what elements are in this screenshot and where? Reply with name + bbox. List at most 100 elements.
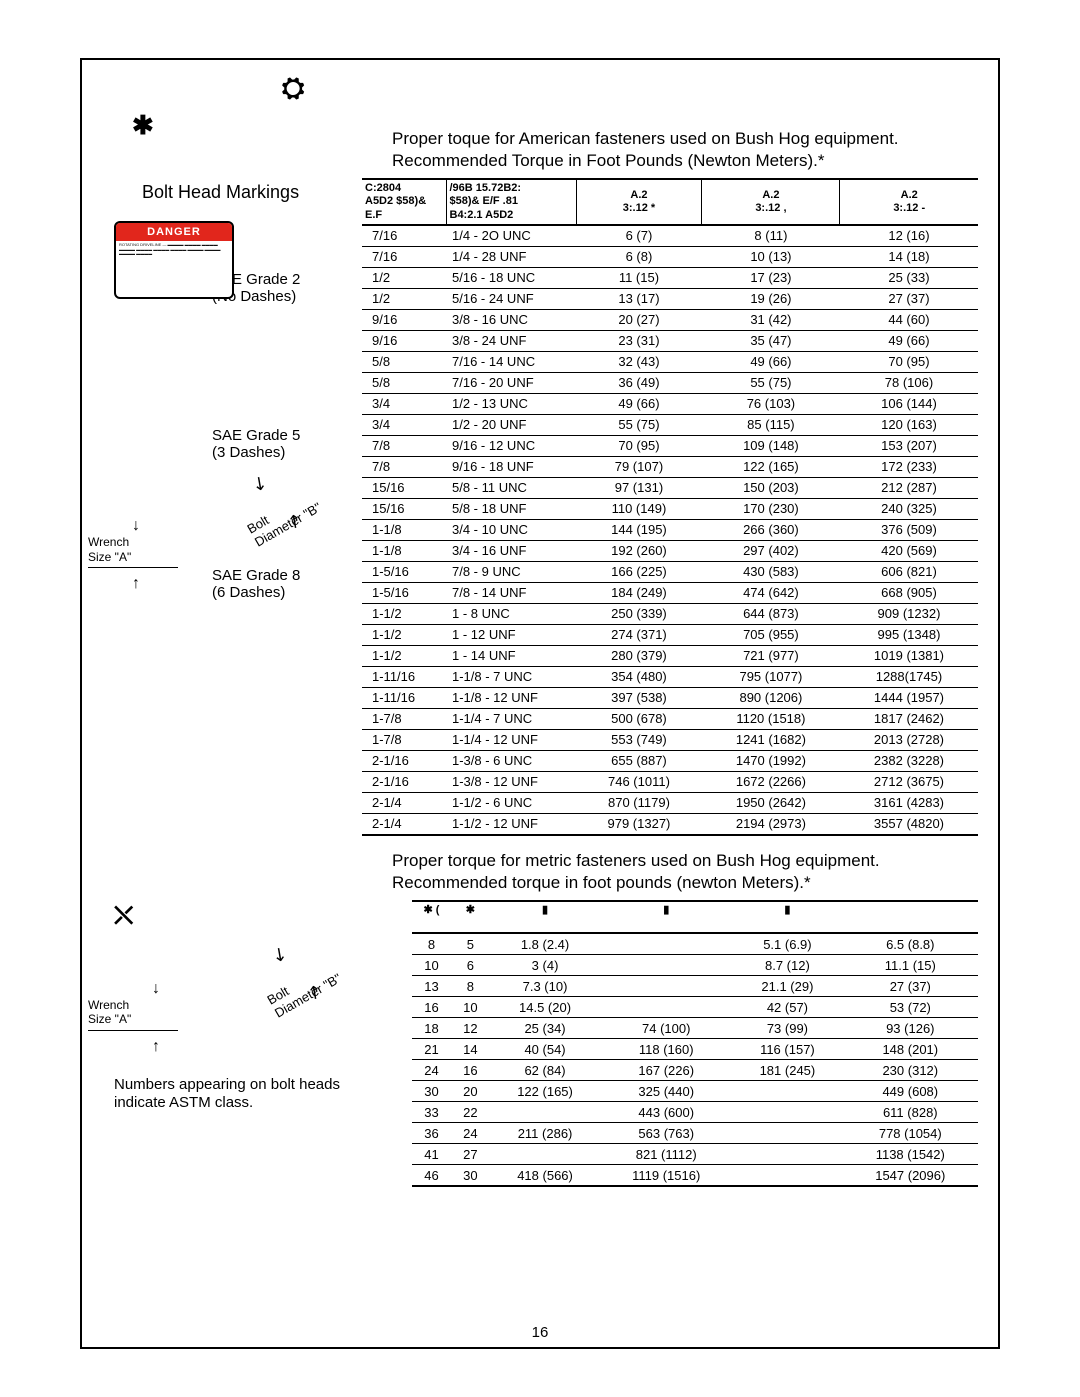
table-row: 1-5/167/8 - 9 UNC166 (225)430 (583)606 (… xyxy=(362,561,978,582)
table-cell: 1 - 12 UNF xyxy=(446,624,576,645)
table-row: 5/87/16 - 20 UNF36 (49)55 (75)78 (106) xyxy=(362,372,978,393)
table-cell: 1119 (1516) xyxy=(600,1165,732,1187)
table-cell: 9/16 - 18 UNF xyxy=(446,456,576,477)
table-cell: 5/16 - 24 UNF xyxy=(446,288,576,309)
table-cell: 746 (1011) xyxy=(576,771,702,792)
table-cell: 7/16 xyxy=(362,246,446,267)
table-cell: 10 (13) xyxy=(702,246,840,267)
table-cell: 24 xyxy=(451,1123,490,1144)
table-cell: 32 (43) xyxy=(576,351,702,372)
table-row: 1-1/83/4 - 16 UNF192 (260)297 (402)420 (… xyxy=(362,540,978,561)
table-row: 2-1/161-3/8 - 6 UNC655 (887)1470 (1992)2… xyxy=(362,750,978,771)
table-cell: 106 (144) xyxy=(840,393,978,414)
table-row: 211440 (54)118 (160)116 (157)148 (201) xyxy=(412,1039,978,1060)
table-cell: 1/4 - 28 UNF xyxy=(446,246,576,267)
table-cell: 49 (66) xyxy=(840,330,978,351)
table-cell: 795 (1077) xyxy=(702,666,840,687)
table-cell: 11 (15) xyxy=(576,267,702,288)
table-cell: 9/16 xyxy=(362,309,446,330)
table-row: 1-5/167/8 - 14 UNF184 (249)474 (642)668 … xyxy=(362,582,978,603)
table-cell: 2712 (3675) xyxy=(840,771,978,792)
table-cell: 3/4 - 16 UNF xyxy=(446,540,576,561)
table-row: 3/41/2 - 20 UNF55 (75)85 (115)120 (163) xyxy=(362,414,978,435)
metric-intro-line1: Proper torque for metric fasteners used … xyxy=(392,850,978,872)
table-cell: 49 (66) xyxy=(702,351,840,372)
g8-line1: SAE Grade 8 xyxy=(212,567,352,584)
table-cell: 1672 (2266) xyxy=(702,771,840,792)
table-cell: 24 xyxy=(412,1060,451,1081)
table-cell: 1-1/4 - 12 UNF xyxy=(446,729,576,750)
table-cell: 644 (873) xyxy=(702,603,840,624)
table-cell: 7/16 - 14 UNC xyxy=(446,351,576,372)
up-arrow-icon: ↑ xyxy=(152,1038,160,1056)
bolt-diagram-top: ↘ ↘ Bolt Diameter "B" ↓ Wrench Size "A" … xyxy=(102,473,352,563)
table-cell: 40 (54) xyxy=(490,1039,600,1060)
table-cell: 14.5 (20) xyxy=(490,997,600,1018)
table-cell: 1241 (1682) xyxy=(702,729,840,750)
table-cell: 474 (642) xyxy=(702,582,840,603)
table-cell: 7/8 xyxy=(362,435,446,456)
th-g2: A.23:.12 * xyxy=(576,179,702,225)
table-cell: 655 (887) xyxy=(576,750,702,771)
table-row: 4127821 (1112)1138 (1542) xyxy=(412,1144,978,1165)
table-cell: 3/8 - 16 UNC xyxy=(446,309,576,330)
table-cell: 42 (57) xyxy=(732,997,842,1018)
table-cell: 74 (100) xyxy=(600,1018,732,1039)
table-cell: 184 (249) xyxy=(576,582,702,603)
danger-body: ROTATING DRIVELINE — ▬▬▬▬ ▬▬▬▬ ▬▬▬▬ ▬▬▬▬… xyxy=(116,241,232,258)
table-row: 1-1/21 - 14 UNF280 (379)721 (977)1019 (1… xyxy=(362,645,978,666)
arrow-icon: ↘ xyxy=(247,471,271,497)
table-cell: 31 (42) xyxy=(702,309,840,330)
table-cell: 19 (26) xyxy=(702,288,840,309)
grade-5-label: SAE Grade 5 (3 Dashes) xyxy=(212,427,352,461)
table-cell: 148 (201) xyxy=(843,1039,978,1060)
table-cell: 1-1/4 - 7 UNC xyxy=(446,708,576,729)
table-row: 5/87/16 - 14 UNC32 (43)49 (66)70 (95) xyxy=(362,351,978,372)
table-cell: 36 xyxy=(412,1123,451,1144)
table-cell: 500 (678) xyxy=(576,708,702,729)
table-cell: 1/2 xyxy=(362,288,446,309)
page-number: 16 xyxy=(532,1324,549,1341)
table-cell: 27 xyxy=(451,1144,490,1165)
table-cell: 1-1/2 - 6 UNC xyxy=(446,792,576,813)
table-cell: 3/4 - 10 UNC xyxy=(446,519,576,540)
table-cell: 870 (1179) xyxy=(576,792,702,813)
table-cell: 1138 (1542) xyxy=(843,1144,978,1165)
table-row: 7/161/4 - 28 UNF6 (8)10 (13)14 (18) xyxy=(362,246,978,267)
table-cell: 2-1/16 xyxy=(362,771,446,792)
table-cell: 110 (149) xyxy=(576,498,702,519)
table-cell: 7/16 xyxy=(362,225,446,247)
table-row: 161014.5 (20)42 (57)53 (72) xyxy=(412,997,978,1018)
table-cell: 611 (828) xyxy=(843,1102,978,1123)
th-g5: A.23:.12 , xyxy=(702,179,840,225)
table-row: 241662 (84)167 (226)181 (245)230 (312) xyxy=(412,1060,978,1081)
th-g8: A.23:.12 - xyxy=(840,179,978,225)
table-cell xyxy=(600,976,732,997)
table-cell: 118 (160) xyxy=(600,1039,732,1060)
table-cell: 230 (312) xyxy=(843,1060,978,1081)
table-cell: 1/2 - 13 UNC xyxy=(446,393,576,414)
table-cell: 11.1 (15) xyxy=(843,955,978,976)
hash-icon: ✱ xyxy=(132,110,154,141)
table-cell xyxy=(490,1102,600,1123)
table-cell: 1120 (1518) xyxy=(702,708,840,729)
table-cell: 418 (566) xyxy=(490,1165,600,1187)
grade-8-label: SAE Grade 8 (6 Dashes) xyxy=(212,567,352,601)
wrench-size-label: Wrench Size "A" xyxy=(88,535,131,564)
table-cell: 153 (207) xyxy=(840,435,978,456)
table-cell: 1-11/16 xyxy=(362,666,446,687)
wrench-size-label-m: Wrench Size "A" xyxy=(88,998,131,1027)
table-cell xyxy=(732,1081,842,1102)
table-cell: 25 (34) xyxy=(490,1018,600,1039)
table-cell: 909 (1232) xyxy=(840,603,978,624)
table-cell: 85 (115) xyxy=(702,414,840,435)
table-cell: 41 xyxy=(412,1144,451,1165)
table-cell: 2382 (3228) xyxy=(840,750,978,771)
table-cell: 1-7/8 xyxy=(362,729,446,750)
table-cell: 6 (8) xyxy=(576,246,702,267)
table-cell: 109 (148) xyxy=(702,435,840,456)
table-cell: 5 xyxy=(451,933,490,955)
table-cell: 280 (379) xyxy=(576,645,702,666)
table-cell xyxy=(732,1144,842,1165)
down-arrow-icon: ↓ xyxy=(132,517,140,535)
